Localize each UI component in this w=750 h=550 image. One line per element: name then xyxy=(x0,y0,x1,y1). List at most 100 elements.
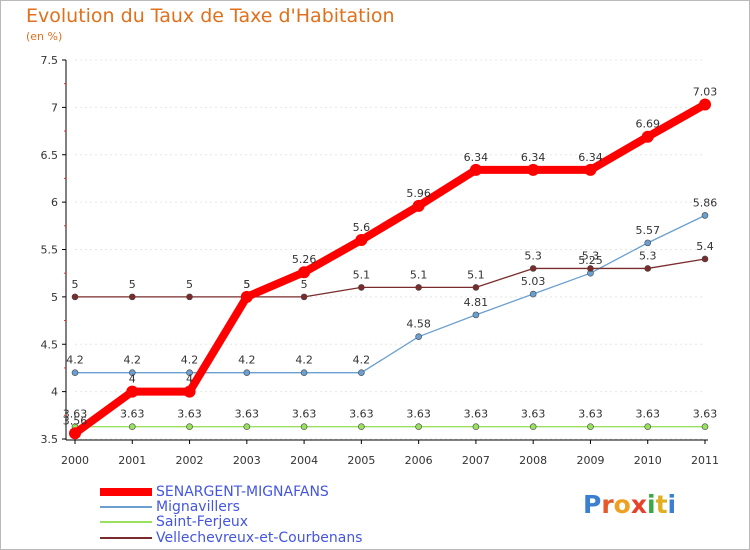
data-point xyxy=(584,163,597,176)
data-label: 5.86 xyxy=(693,196,718,209)
data-label: 7.03 xyxy=(693,86,718,99)
logo-letter: i xyxy=(647,490,656,519)
x-tick-label: 2008 xyxy=(519,454,547,467)
data-label: 5.3 xyxy=(639,249,657,262)
data-point xyxy=(243,423,251,430)
logo-letter: r xyxy=(601,490,614,519)
x-tick-label: 2002 xyxy=(176,454,204,467)
data-label: 3.63 xyxy=(693,408,718,421)
data-label: 4.2 xyxy=(181,354,199,367)
data-point xyxy=(644,265,652,272)
data-label: 5 xyxy=(186,278,193,291)
data-label: 3.63 xyxy=(521,408,546,421)
data-label: 6.34 xyxy=(464,151,489,164)
data-point xyxy=(415,284,422,291)
data-point xyxy=(355,234,368,247)
series-line xyxy=(74,258,706,298)
data-point xyxy=(415,423,422,430)
data-label: 3.63 xyxy=(406,408,431,421)
data-label: 3.63 xyxy=(578,408,603,421)
data-label: 5.1 xyxy=(410,268,428,281)
series-line xyxy=(71,100,709,438)
x-tick-label: 2006 xyxy=(405,454,433,467)
data-label: 5 xyxy=(301,278,308,291)
data-point xyxy=(644,423,652,430)
data-point xyxy=(69,427,81,440)
data-point xyxy=(126,385,139,398)
data-point xyxy=(701,212,709,219)
data-point xyxy=(186,369,193,376)
data-point xyxy=(412,199,425,212)
x-tick-label: 2005 xyxy=(347,454,375,467)
data-point xyxy=(529,290,537,298)
data-label: 3.63 xyxy=(120,408,145,421)
data-label: 5.26 xyxy=(292,253,317,266)
data-label: 5.3 xyxy=(524,249,542,262)
data-label: 3.63 xyxy=(635,408,660,421)
logo-letter: i xyxy=(667,490,677,519)
data-label: 5.57 xyxy=(635,224,660,237)
y-tick-label: 6 xyxy=(51,196,58,209)
legend-label: Saint-Ferjeux xyxy=(156,514,249,530)
data-label: 6.69 xyxy=(635,118,660,131)
chart-title: Evolution du Taux de Taxe d'Habitation xyxy=(26,5,395,27)
data-label: 4.2 xyxy=(66,354,84,367)
data-label: 3.63 xyxy=(235,408,260,421)
logo-letter: t xyxy=(655,490,668,519)
data-label: 3.63 xyxy=(292,408,317,421)
data-point xyxy=(300,423,308,430)
data-point xyxy=(183,385,196,398)
data-label: 5.03 xyxy=(521,275,546,288)
data-point xyxy=(701,423,709,430)
data-point xyxy=(128,423,136,430)
data-point xyxy=(529,423,537,430)
data-label: 5 xyxy=(72,278,79,291)
y-tick-label: 5.5 xyxy=(41,244,59,257)
x-tick-label: 2004 xyxy=(290,454,318,467)
data-point xyxy=(529,265,537,272)
data-point xyxy=(358,284,365,291)
data-point xyxy=(472,284,480,291)
data-point xyxy=(469,163,482,176)
series-line xyxy=(74,214,706,374)
data-point xyxy=(587,423,594,430)
y-tick-label: 4 xyxy=(51,386,58,399)
data-point xyxy=(587,265,594,272)
data-point xyxy=(128,293,136,301)
x-tick-label: 2001 xyxy=(118,454,146,467)
logo-letter: P xyxy=(583,490,602,519)
y-tick-label: 7.5 xyxy=(41,54,59,67)
data-point xyxy=(71,293,79,301)
y-tick-label: 3.5 xyxy=(41,433,59,446)
data-label: 5 xyxy=(129,278,136,291)
x-tick-label: 2000 xyxy=(61,454,89,467)
data-point xyxy=(641,130,654,143)
proxiti-logo: Proxiti xyxy=(583,490,676,519)
legend-swatch xyxy=(100,488,152,496)
data-point xyxy=(186,423,193,430)
y-tick-label: 5 xyxy=(51,291,58,304)
data-label: 4.2 xyxy=(353,354,371,367)
data-point xyxy=(415,333,422,340)
x-tick-label: 2009 xyxy=(576,454,604,467)
data-point xyxy=(298,266,311,279)
data-point xyxy=(71,369,79,376)
data-label: 5.96 xyxy=(406,187,431,200)
data-point xyxy=(472,311,480,319)
data-point xyxy=(701,255,709,263)
data-label: 5 xyxy=(243,278,250,291)
data-point xyxy=(186,293,193,301)
y-tick-label: 7 xyxy=(51,101,58,114)
y-tick-label: 6.5 xyxy=(41,149,59,162)
legend-swatch xyxy=(100,506,152,508)
x-tick-label: 2003 xyxy=(233,454,261,467)
data-label: 3.63 xyxy=(349,408,374,421)
data-point xyxy=(699,98,711,111)
data-label: 4 xyxy=(129,373,136,386)
data-label: 5 xyxy=(243,278,250,291)
data-label: 5.4 xyxy=(696,240,714,253)
data-point xyxy=(527,163,540,176)
chart-subtitle: (en %) xyxy=(26,30,63,43)
data-point xyxy=(472,423,480,430)
